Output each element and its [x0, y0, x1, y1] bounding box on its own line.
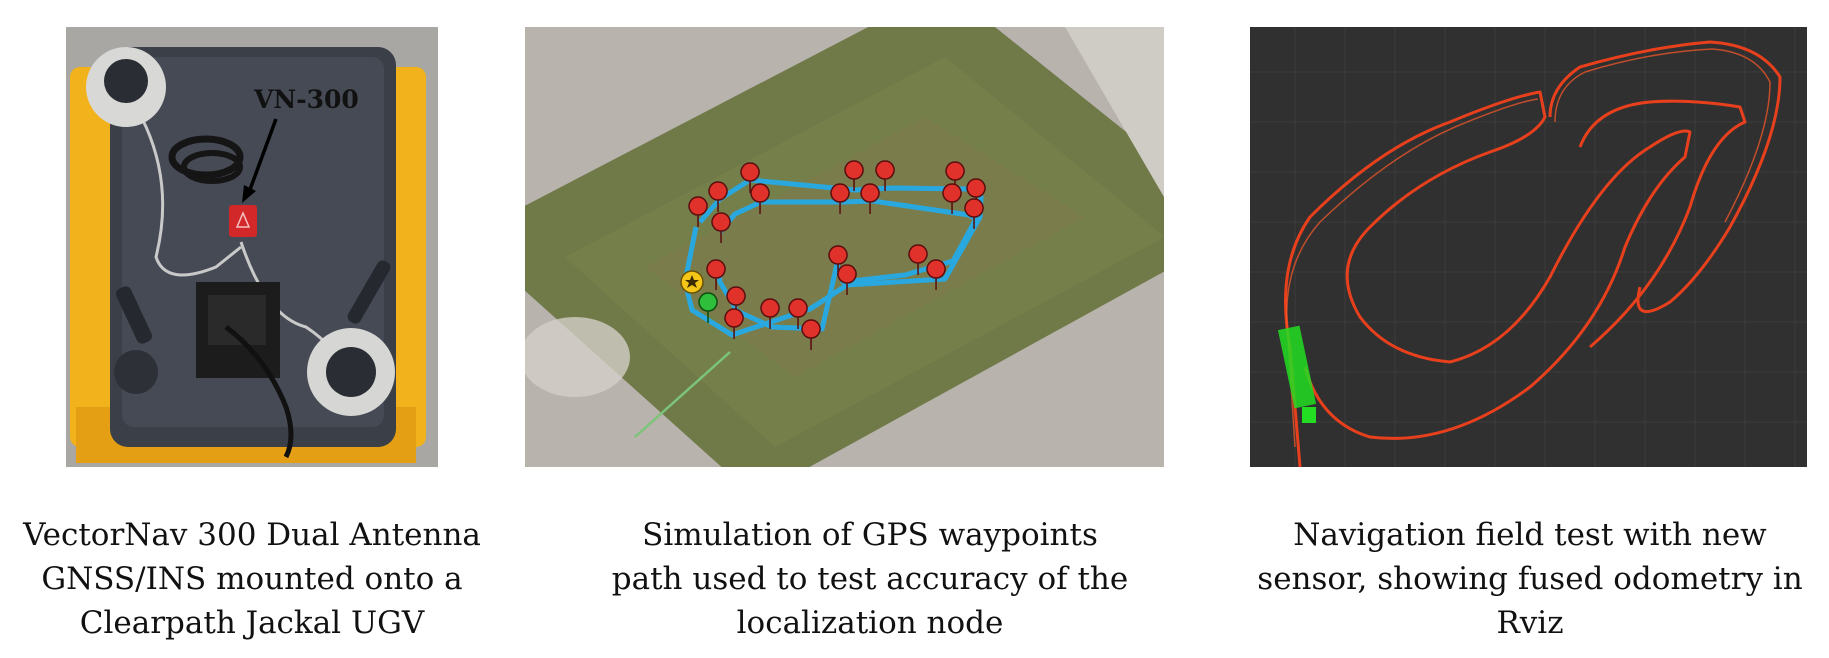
waypoint-markers — [688, 160, 986, 351]
caption-rviz-odometry: Navigation field test with new sensor, s… — [1240, 513, 1820, 645]
caption-line: sensor, showing fused odometry in — [1257, 561, 1803, 597]
robot-footprint — [1277, 325, 1317, 409]
caption-waypoint-simulation: Simulation of GPS waypoints path used to… — [580, 513, 1160, 645]
start-marker — [698, 292, 718, 324]
caption-line: path used to test accuracy of the — [611, 561, 1129, 597]
caption-line: Rviz — [1496, 605, 1564, 641]
caption-line: Navigation field test with new — [1293, 517, 1767, 553]
caption-line: Clearpath Jackal UGV — [79, 605, 425, 641]
caption-line: Simulation of GPS waypoints — [642, 517, 1098, 553]
waypoint-simulation-image — [525, 27, 1164, 467]
caption-line: GNSS/INS mounted onto a — [41, 561, 463, 597]
caption-line: localization node — [736, 605, 1004, 641]
vn300-label: VN-300 — [254, 85, 359, 114]
rviz-odometry-image — [1250, 27, 1807, 467]
jackal-photo: VN-300 — [66, 27, 438, 467]
caption-jackal-photo: VectorNav 300 Dual Antenna GNSS/INS moun… — [0, 513, 504, 645]
caption-line: VectorNav 300 Dual Antenna — [23, 517, 481, 553]
